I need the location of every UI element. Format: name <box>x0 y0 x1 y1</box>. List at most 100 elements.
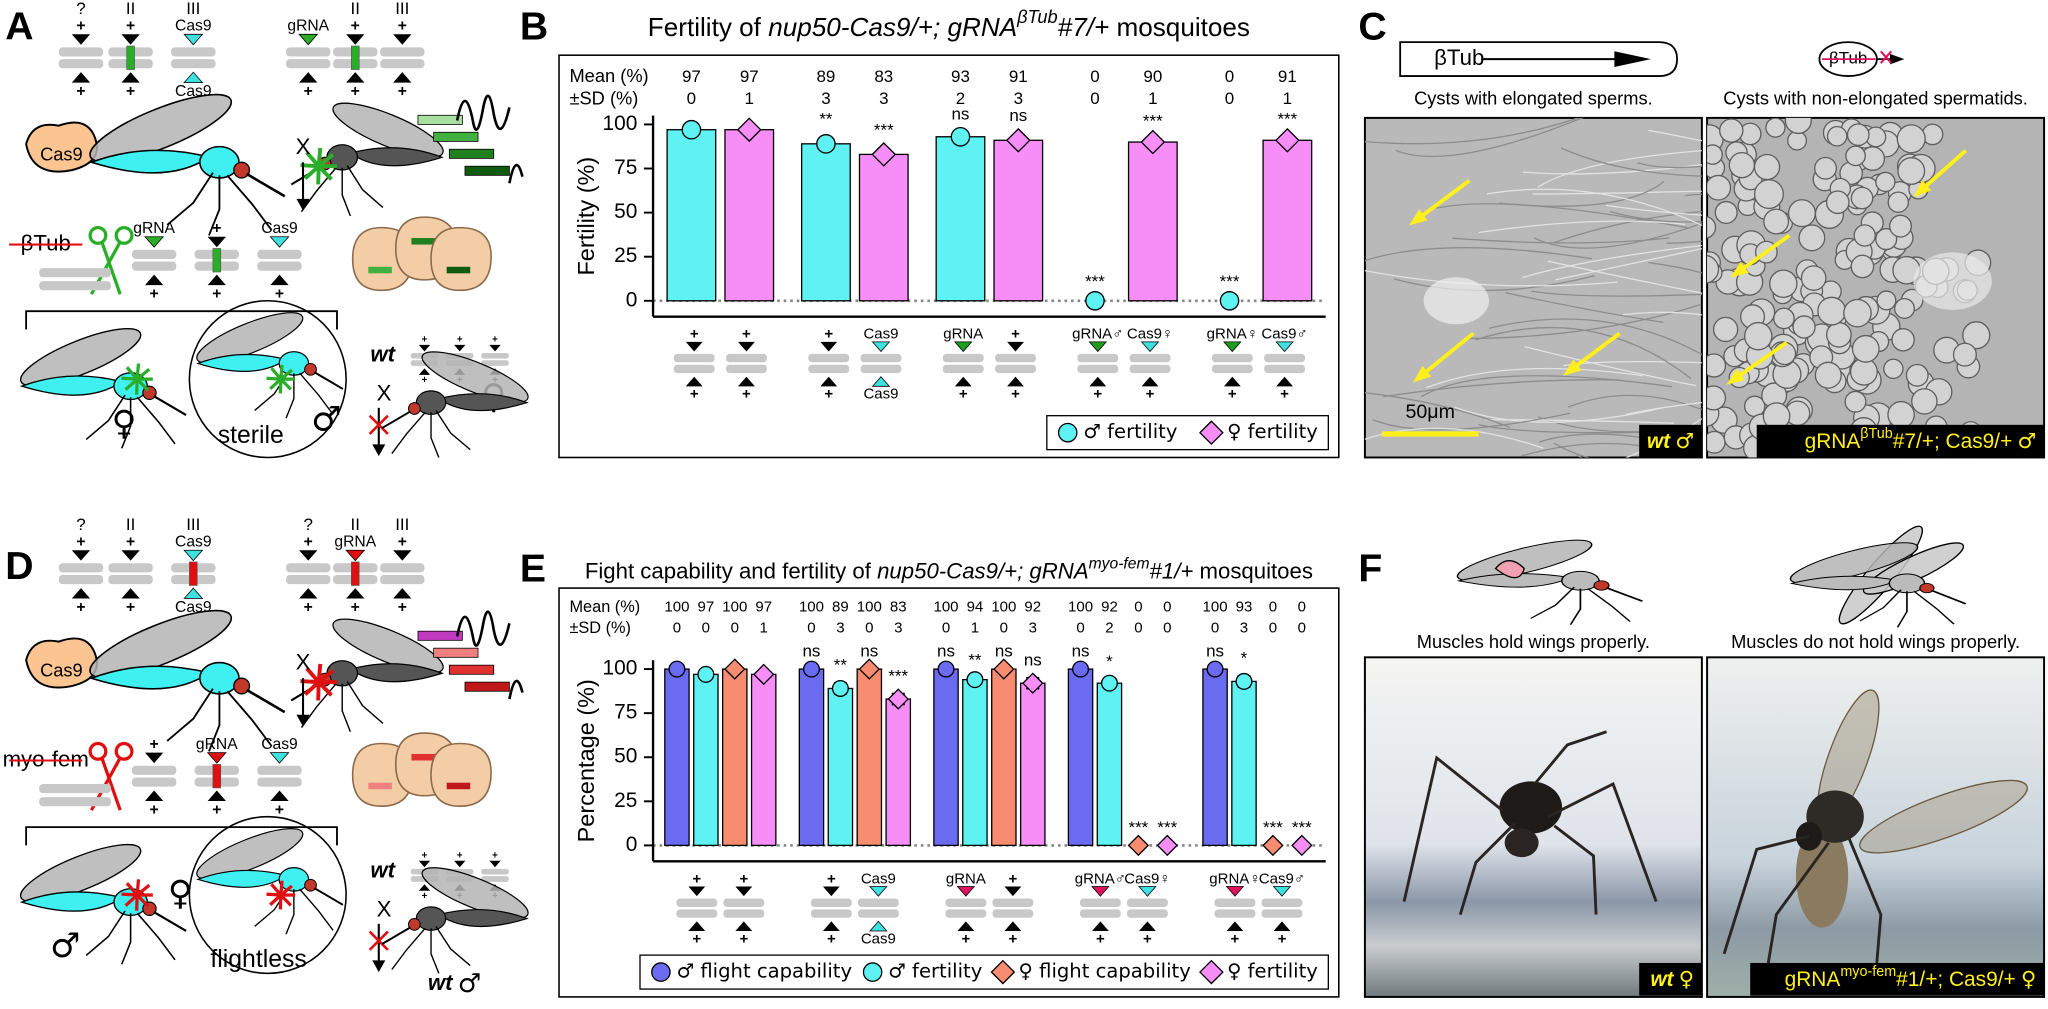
chromosome <box>673 353 715 363</box>
sperm-bundle <box>1364 247 1593 262</box>
cyst <box>1875 171 1896 193</box>
allele-arrow-down <box>871 341 891 353</box>
significance-label: *** <box>1143 111 1163 130</box>
allele-label: + <box>1146 386 1155 403</box>
bar <box>1262 139 1313 302</box>
marker-spike <box>279 893 292 907</box>
cyst <box>1945 456 1955 458</box>
cyst <box>1707 174 1732 201</box>
significance-label: * <box>1106 652 1113 671</box>
legend-item: ♂ flight capability <box>651 960 852 983</box>
bar <box>724 129 775 302</box>
chromosome <box>58 575 104 585</box>
sd-label: 0 <box>1269 620 1277 637</box>
panel-letter: A <box>5 5 33 48</box>
chromosome <box>723 909 765 918</box>
sd-label: 2 <box>1105 620 1113 637</box>
bar <box>991 668 1017 847</box>
y-axis-label: Percentage (%) <box>573 679 599 842</box>
sd-label: 0 <box>1000 620 1008 637</box>
allele-arrow-down <box>418 344 431 352</box>
cyst <box>1714 200 1738 225</box>
allele-arrow-up <box>738 376 755 387</box>
legend: ♂ fertility ♀ fertility <box>1046 415 1329 451</box>
significance-label: ns <box>995 642 1013 661</box>
genotype: ?++ <box>58 0 104 100</box>
scissors <box>88 741 108 761</box>
mosquito <box>1449 531 1644 626</box>
scissors <box>88 225 108 245</box>
allele-arrow-down <box>345 549 366 562</box>
allele-label: gRNA♂ <box>1072 326 1123 343</box>
allele-arrow-up <box>299 72 318 83</box>
marker <box>1085 291 1105 311</box>
allele-label: + <box>692 870 701 887</box>
allele-arrow-down <box>1140 341 1160 353</box>
allele-arrow-up <box>121 72 140 83</box>
mean-label: 100 <box>799 599 824 616</box>
allele-label: Cas9 <box>861 930 896 947</box>
marker <box>1140 129 1166 155</box>
cyst <box>1888 214 1912 238</box>
cyst <box>1784 117 1812 135</box>
sd-label: 0 <box>731 620 739 637</box>
allele-arrow-up <box>121 588 140 599</box>
mean-label: 83 <box>874 67 893 86</box>
micrograph-texture <box>1707 117 1992 458</box>
significance-label: *** <box>1085 272 1105 291</box>
image-label-part: #1/+; Cas9/+ <box>1896 967 2016 990</box>
sperm-bundle <box>1622 311 1702 316</box>
chromosome <box>481 352 509 359</box>
image-label-part: βTub <box>1860 426 1892 442</box>
sperm-bundle <box>1576 454 1584 458</box>
bracket <box>25 310 338 330</box>
blocked <box>368 414 389 435</box>
cross-sign: X <box>296 134 311 159</box>
marker-spike <box>136 367 151 381</box>
allele-arrow-up <box>418 368 431 375</box>
chromosome <box>1261 898 1303 907</box>
allele-label: Cas9♂ <box>1261 326 1307 343</box>
chromosome-label: II <box>351 0 360 18</box>
cyst <box>1850 186 1874 210</box>
bar <box>798 668 825 847</box>
allele-arrow-up <box>869 920 888 932</box>
marker-spike <box>279 377 292 391</box>
cyst <box>1753 179 1784 210</box>
cyst <box>1798 224 1826 252</box>
cyst <box>1787 130 1808 151</box>
mosquito-wing <box>1859 779 2028 854</box>
allele-arrow-down <box>489 860 501 868</box>
sperm-bundle <box>1606 204 1702 216</box>
micrograph-texture <box>1364 117 1702 458</box>
allele-arrow-up <box>1223 376 1241 387</box>
wild-type-male: wt ♂ <box>428 968 481 998</box>
chromosome <box>942 353 984 363</box>
caption: Muscles hold wings properly. <box>1417 631 1650 652</box>
chromosome <box>380 563 425 573</box>
chart-title-part: #1/+ <box>1150 558 1194 583</box>
bar <box>858 153 909 302</box>
ovary <box>430 226 492 292</box>
sd-label: 0 <box>1163 620 1171 637</box>
genotype: ++ <box>992 870 1034 947</box>
allele-label: + <box>1093 386 1102 403</box>
sperm-bundle <box>1364 392 1511 429</box>
marker-spike <box>124 893 139 907</box>
chromosome <box>726 364 767 374</box>
allele-label: + <box>351 83 360 100</box>
target-gene: myo-fem <box>3 746 89 771</box>
allele-label: Cas9 <box>175 534 212 551</box>
mosquito-leg <box>1553 824 1598 915</box>
significance-label: ** <box>968 650 982 669</box>
ovary <box>430 742 492 807</box>
mean-label: 0 <box>1298 599 1306 616</box>
allele-label: + <box>275 801 284 818</box>
cyst <box>1773 307 1795 330</box>
genotype: ++ <box>131 736 177 818</box>
chromosome-label: ? <box>304 515 313 534</box>
allele-label: + <box>959 386 968 403</box>
genotype: ++ <box>726 326 767 403</box>
